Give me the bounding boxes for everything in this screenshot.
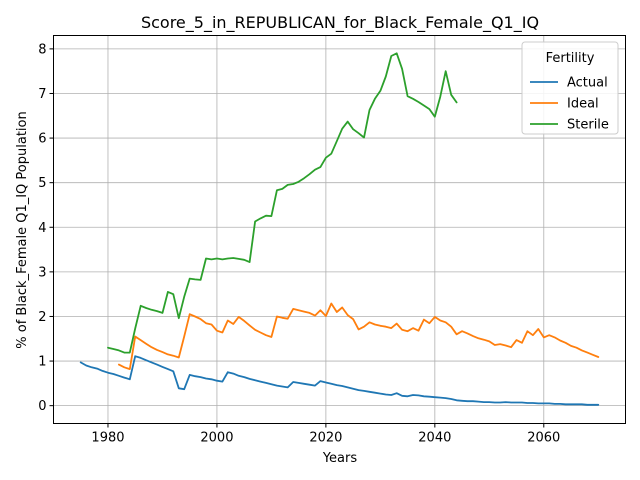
x-tick-label: 2000: [200, 431, 233, 446]
y-tick-label: 4: [38, 221, 46, 236]
series-line-sterile: [107, 52, 458, 354]
legend-box: [521, 41, 619, 135]
y-tick-label: 8: [38, 42, 46, 57]
y-tick-label: 3: [38, 265, 46, 280]
grid: [53, 35, 626, 424]
x-axis: 1980 2000 2020 2040 2060: [91, 423, 560, 446]
y-axis: 0 1 2 3 4 5 6 7 8: [38, 42, 54, 414]
legend-label-actual: Actual: [567, 76, 608, 91]
y-tick-label: 6: [38, 132, 46, 147]
y-axis-label: % of Black_Female Q1_IQ Population: [15, 111, 30, 348]
x-axis-label: Years: [322, 451, 358, 466]
y-tick-label: 1: [38, 355, 46, 370]
series-line-actual: [79, 355, 600, 406]
y-tick-label: 7: [38, 87, 46, 102]
x-tick-label: 1980: [91, 431, 124, 446]
legend: Fertility Actual Ideal Sterile: [521, 41, 619, 135]
y-tick-label: 5: [38, 176, 46, 191]
y-tick-label: 0: [38, 399, 46, 414]
x-tick-label: 2040: [418, 431, 451, 446]
legend-title: Fertility: [546, 51, 595, 66]
legend-label-sterile: Sterile: [567, 118, 609, 133]
plot-frame: [53, 35, 626, 424]
chart-title: Score_5_in_REPUBLICAN_for_Black_Female_Q…: [141, 13, 539, 33]
y-tick-label: 2: [38, 310, 46, 325]
legend-label-ideal: Ideal: [567, 97, 599, 112]
series-line-ideal: [118, 302, 600, 371]
x-tick-label: 2020: [309, 431, 342, 446]
x-tick-label: 2060: [527, 431, 560, 446]
series-layer: [79, 52, 600, 406]
